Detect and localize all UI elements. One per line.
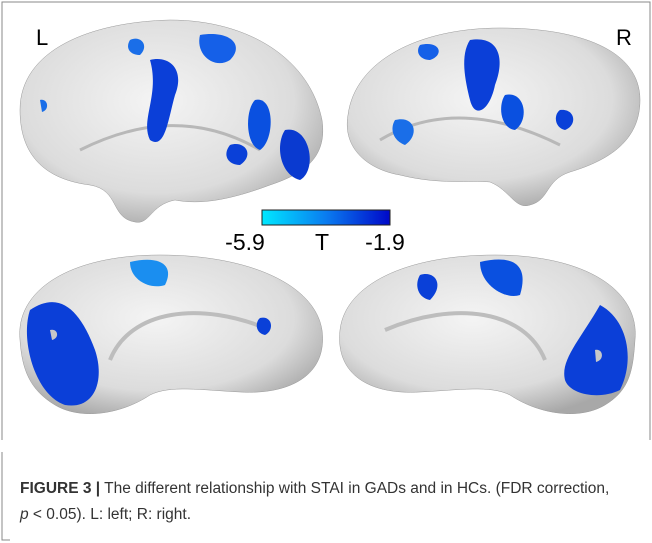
- brain-medial-right: [339, 254, 636, 414]
- colorbar-min: -5.9: [225, 229, 265, 255]
- caption: FIGURE 3 | The different relationship wi…: [20, 476, 620, 528]
- caption-label: FIGURE 3 |: [20, 480, 101, 497]
- caption-italic: p: [20, 506, 29, 523]
- colorbar: [261, 209, 391, 226]
- caption-text: < 0.05). L: left; R: right.: [28, 506, 192, 523]
- panel-label: L: [36, 25, 48, 50]
- brain-lateral-right: [346, 27, 641, 207]
- colorbar-max: -1.9: [365, 229, 405, 255]
- brain-lateral-left: [19, 19, 324, 223]
- caption-text: The different relationship with STAI in …: [100, 480, 610, 497]
- colorbar-title: T: [315, 229, 329, 255]
- brain-medial-left: [19, 254, 323, 414]
- frame: [1, 1, 651, 440]
- panel-label: R: [616, 25, 632, 50]
- caption-bracket: [1, 452, 10, 541]
